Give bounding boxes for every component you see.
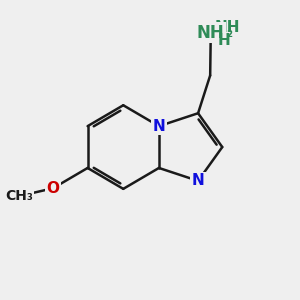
- Text: N: N: [152, 118, 165, 134]
- Text: NH: NH: [215, 20, 241, 35]
- Text: ₂: ₂: [226, 26, 232, 40]
- Text: NH: NH: [197, 24, 225, 42]
- Text: H: H: [218, 33, 230, 48]
- Text: methoxy: methoxy: [13, 196, 19, 197]
- Text: N: N: [192, 173, 205, 188]
- Text: CH₃: CH₃: [5, 189, 33, 203]
- Text: O: O: [46, 181, 59, 196]
